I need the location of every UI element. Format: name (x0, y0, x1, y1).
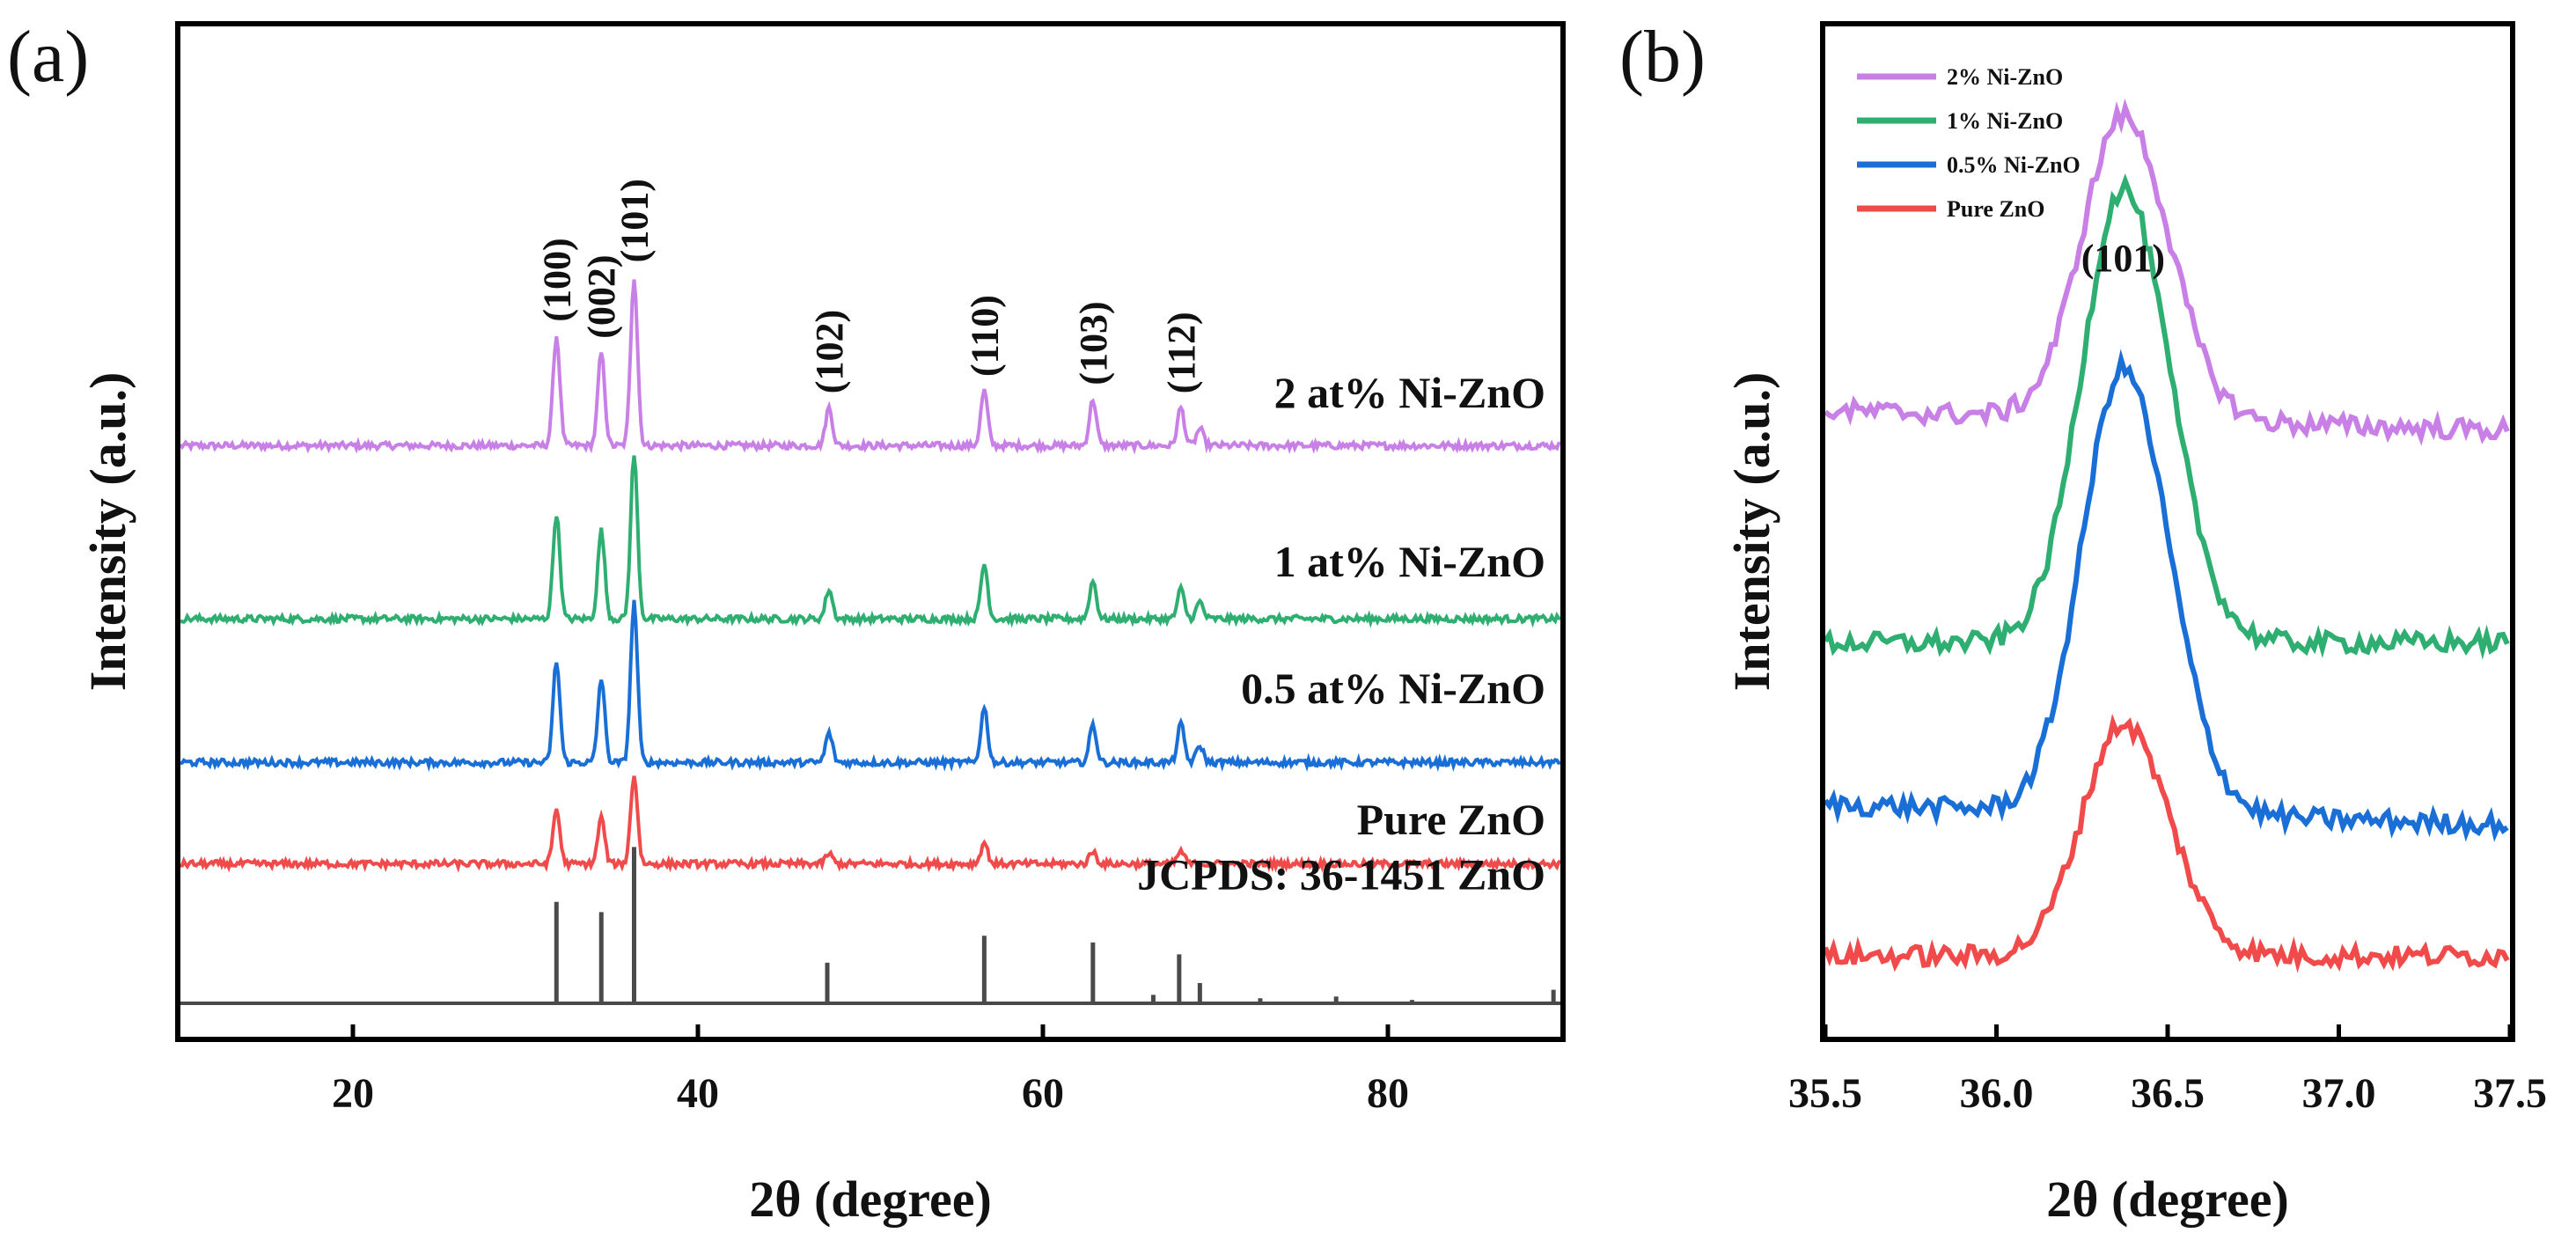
x-tick-label: 40 (677, 1070, 719, 1117)
panel-a-y-axis-title: Intensity (a.u.) (79, 372, 136, 692)
panel-a: (a) 20 40 60 80 (100) (002)(101)(102) (110) (1… (7, 16, 1566, 1228)
panel-b-label: (b) (1619, 16, 1706, 98)
panel-a-x-axis-title: 2θ (degree) (749, 1171, 992, 1228)
panel-b-frame (1820, 21, 2515, 1042)
x-tick-label: 37.5 (2473, 1070, 2547, 1117)
series-label: 2 at% Ni-ZnO (1274, 368, 1545, 417)
x-tick-label: 20 (332, 1070, 374, 1117)
x-tick-label: 80 (1367, 1070, 1409, 1117)
panel-a-series-labels: 2 at% Ni-ZnO 1 at% Ni-ZnO 0.5 at% Ni-ZnO Pu… (1137, 368, 1545, 899)
series-label: Pure ZnO (1357, 795, 1545, 844)
peak-label: (103) (1072, 301, 1115, 385)
panel-b-plot-area (1823, 98, 2510, 973)
panel-b-legend: 2% Ni-ZnO 1% Ni-ZnO 0.5% Ni-ZnO Pure ZnO (1857, 64, 2081, 222)
reference-label: JCPDS: 36-1451 ZnO (1137, 849, 1545, 899)
x-tick-label: 36.5 (2131, 1070, 2205, 1117)
peak-label: (102) (808, 310, 851, 393)
series-line-3 (180, 775, 1562, 873)
peak-label: (110) (963, 295, 1006, 377)
peak-label: (002) (580, 254, 623, 338)
panel-a-plot-area (179, 279, 1562, 1005)
zoom-series-line-2 (1823, 349, 2509, 842)
panel-b-x-axis-title: 2θ (degree) (2046, 1171, 2289, 1228)
panel-a-label: (a) (7, 16, 89, 98)
panel-a-frame (175, 21, 1566, 1042)
zoom-series-line-1 (1823, 172, 2510, 660)
x-tick-label: 60 (1022, 1070, 1064, 1117)
series-line-1 (179, 455, 1562, 628)
series-line-0 (179, 279, 1561, 455)
legend-label: 1% Ni-ZnO (1947, 108, 2063, 134)
panel-a-x-axis: 20 40 60 80 (332, 1024, 1409, 1117)
x-tick-label: 35.5 (1788, 1070, 1862, 1117)
legend-label: 0.5% Ni-ZnO (1947, 152, 2081, 178)
peak-label: (101) (613, 179, 657, 262)
legend-label: Pure ZnO (1947, 196, 2044, 222)
x-tick-label: 36.0 (1960, 1070, 2034, 1117)
panel-b-y-axis-title: Intensity (a.u.) (1723, 372, 1780, 692)
series-line-2 (180, 599, 1561, 773)
zoom-series-line-3 (1823, 714, 2510, 973)
peak-label: (100) (535, 238, 578, 321)
series-label: 1 at% Ni-ZnO (1274, 537, 1545, 586)
panel-b-peak-annotation: (101) (2081, 237, 2165, 280)
peak-label: (112) (1160, 312, 1203, 393)
panel-a-peak-labels: (100) (002)(101) (102) (110) (103) (112) (535, 179, 1203, 393)
series-label: 0.5 at% Ni-ZnO (1241, 664, 1545, 713)
x-tick-label: 37.0 (2302, 1070, 2376, 1117)
legend-label: 2% Ni-ZnO (1947, 64, 2063, 90)
panel-b: (b) 35.5 36.0 36.5 37.0 37.5 (101) 2% Ni-ZnO… (1619, 16, 2547, 1228)
panel-b-x-axis: 35.5 36.0 36.5 37.0 37.5 (1788, 1024, 2547, 1117)
zoom-series-line-0 (1824, 98, 2510, 446)
